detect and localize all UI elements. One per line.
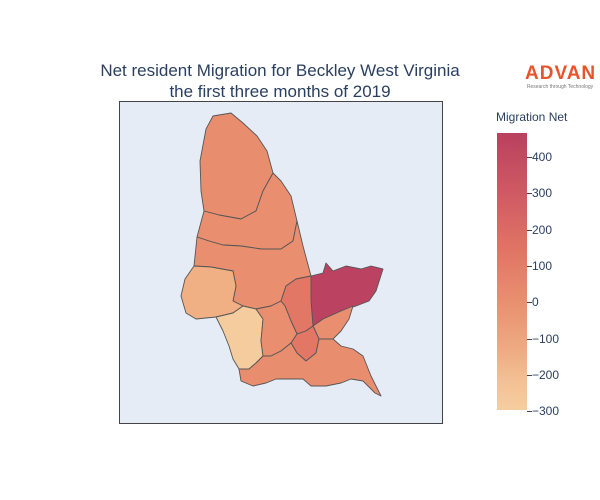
colorbar-tick-mark (527, 265, 532, 267)
colorbar-tick-label: −100 (532, 331, 560, 346)
colorbar-tick-mark (527, 374, 532, 376)
logo-wordmark: ADVAN (525, 63, 597, 84)
title-line-1: Net resident Migration for Beckley West … (100, 61, 460, 80)
colorbar-tick-mark (527, 302, 532, 304)
colorbar-tick-mark (527, 411, 532, 413)
colorbar (497, 133, 527, 410)
colorbar-tick-label: −300 (532, 404, 560, 419)
logo-tagline: Research through Technology (526, 84, 594, 90)
region-west-tract[interactable] (180, 265, 244, 320)
region-south-tract[interactable] (238, 338, 382, 397)
map-svg[interactable] (120, 102, 443, 424)
advan-logo: ADVAN Research through Technology (525, 63, 597, 91)
map-area[interactable] (119, 101, 443, 424)
colorbar-tick-mark (527, 157, 532, 158)
colorbar-tick-mark (527, 338, 532, 340)
colorbar-tick-label: 400 (532, 150, 553, 164)
colorbar-title: Migration Net (496, 110, 568, 124)
colorbar-tick-label: −200 (532, 367, 560, 382)
colorbar-tick-label: 200 (532, 222, 553, 237)
colorbar-tick-label: 0 (532, 295, 539, 310)
region-southwest-tract[interactable] (215, 305, 264, 370)
colorbar-tick-mark (527, 229, 532, 231)
colorbar-tick-label: 300 (532, 186, 553, 201)
title-line-2: the first three months of 2019 (169, 82, 391, 101)
colorbar-tick-label: 100 (532, 258, 553, 273)
chart-title: Net resident Migration for Beckley West … (60, 60, 500, 102)
colorbar-tick-mark (527, 193, 532, 195)
